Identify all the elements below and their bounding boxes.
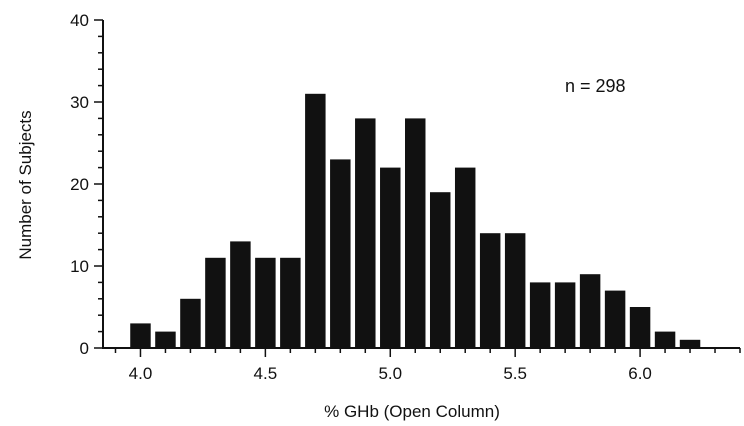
histogram-bar: [355, 118, 376, 349]
histogram-bar: [679, 339, 701, 348]
bars-layer: [130, 93, 701, 349]
histogram-bar: [380, 167, 401, 348]
x-axis-title: % GHb (Open Column): [324, 402, 500, 421]
x-tick-label: 5.0: [378, 364, 402, 383]
histogram-bar: [579, 274, 601, 348]
histogram-bar: [305, 93, 326, 348]
axes-layer: 0 10 20 30 40 4.0 4.5 5.0 5.5 6.0: [70, 11, 741, 383]
histogram-bar: [205, 257, 226, 348]
histogram-bar: [155, 331, 176, 348]
histogram-bar: [479, 233, 501, 348]
histogram-bar: [529, 282, 551, 348]
y-tick-label: 0: [80, 339, 89, 358]
sample-size-annotation: n = 298: [565, 76, 626, 96]
histogram-bar: [230, 241, 251, 348]
histogram-bar: [405, 118, 426, 349]
y-tick-label: 10: [70, 257, 89, 276]
histogram-bar: [280, 257, 301, 348]
labels-layer: % GHb (Open Column) Number of Subjects n…: [16, 76, 626, 421]
histogram-bar: [654, 331, 676, 348]
histogram-bar: [504, 233, 526, 348]
histogram-bar: [330, 159, 351, 348]
histogram-bar: [130, 323, 151, 348]
x-tick-label: 5.5: [503, 364, 527, 383]
histogram-bar: [629, 307, 651, 348]
x-tick-label: 6.0: [628, 364, 652, 383]
y-tick-label: 40: [70, 11, 89, 30]
y-tick-label: 30: [70, 93, 89, 112]
y-tick-label: 20: [70, 175, 89, 194]
histogram-bar: [180, 298, 201, 348]
y-axis-title: Number of Subjects: [16, 110, 35, 259]
histogram-bar: [554, 282, 576, 348]
histogram-bar: [255, 257, 276, 348]
x-tick-label: 4.5: [254, 364, 278, 383]
histogram-bar: [429, 192, 451, 348]
histogram-bar: [604, 290, 626, 348]
x-tick-label: 4.0: [129, 364, 153, 383]
histogram-bar: [454, 167, 476, 348]
